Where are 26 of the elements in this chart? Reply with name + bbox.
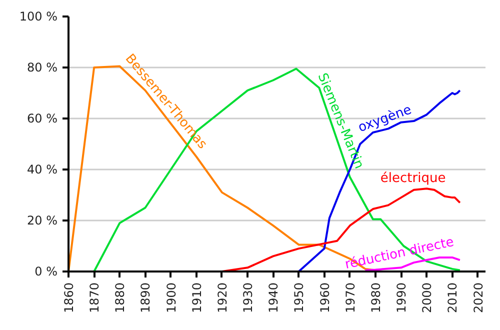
- x-tick-label: 1930: [241, 282, 256, 314]
- x-tick-label: 1940: [266, 282, 281, 314]
- x-tick-label: 2020: [471, 282, 486, 314]
- series-label: électrique: [380, 171, 446, 186]
- y-tick-label: 80 %: [27, 60, 58, 74]
- x-tick-label: 1870: [88, 282, 102, 314]
- x-tick-label: 1970: [343, 282, 358, 314]
- y-tick-label: 60 %: [27, 112, 58, 126]
- y-tick-label: 40 %: [27, 162, 58, 176]
- x-tick-label: 1890: [138, 282, 153, 314]
- x-tick-label: 1900: [164, 282, 178, 314]
- y-tick-label: 0 %: [34, 264, 58, 278]
- x-tick-label: 1990: [394, 282, 409, 314]
- line-series: [220, 188, 461, 272]
- x-tick-label: 1880: [113, 282, 128, 314]
- text: réduction directe: [344, 234, 456, 273]
- y-tick-label: 100 %: [19, 10, 58, 24]
- x-tick-label: 1910: [190, 282, 204, 314]
- x-tick-label: 1920: [215, 282, 230, 314]
- x-tick-label: 1980: [368, 282, 383, 314]
- y-tick-label: 20 %: [27, 214, 58, 228]
- x-tick-label: 2000: [420, 282, 434, 314]
- x-tick-label: 1950: [292, 282, 306, 314]
- x-tick-label: 2010: [446, 282, 460, 314]
- x-tick-label: 1960: [318, 282, 332, 314]
- x-tick-label: 1860: [62, 282, 76, 314]
